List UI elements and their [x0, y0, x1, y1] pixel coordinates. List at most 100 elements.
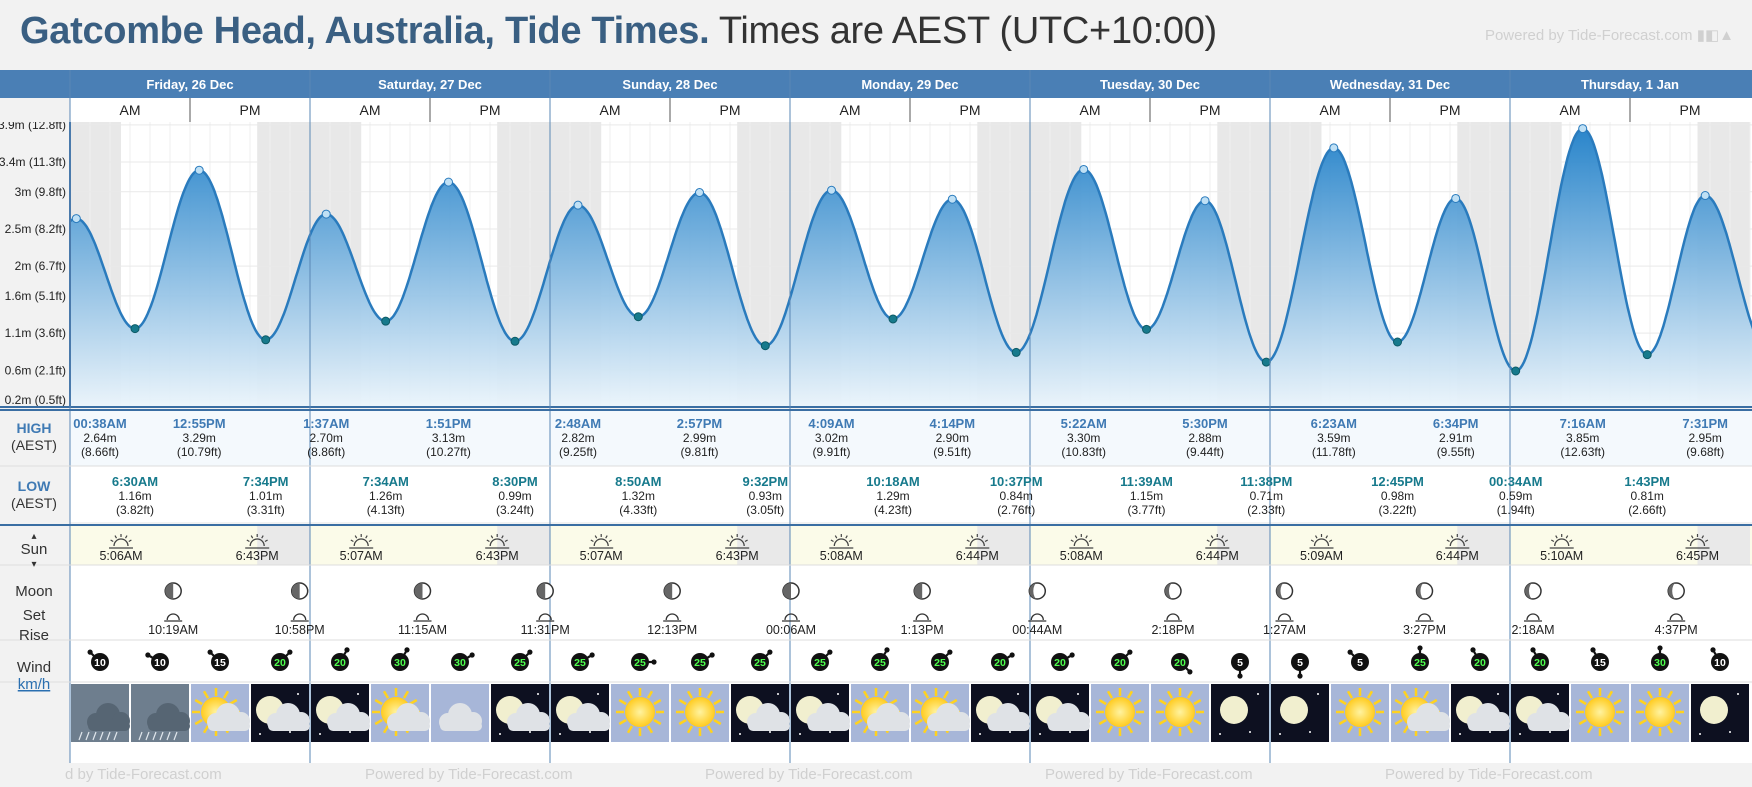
sunrise-icon: [1309, 534, 1334, 549]
moon-time: 00:44AM: [1012, 623, 1062, 637]
wind-indicator: 25: [631, 653, 657, 671]
day-header-label: Thursday, 1 Jan: [1581, 77, 1679, 92]
weather-sun-cloud-icon: [191, 684, 250, 742]
high-time: 5:30PM: [1182, 416, 1228, 431]
day-header-label: Tuesday, 30 Dec: [1100, 77, 1200, 92]
moon-phase-icon: [1164, 582, 1182, 600]
high-tide-point: [695, 188, 704, 198]
weather-moon-cloud-icon: [971, 684, 1030, 742]
y-tick-label: 2.5m (8.2ft): [5, 222, 66, 236]
high-height-ft: (11.78ft): [1312, 445, 1356, 459]
wind-indicator: 20: [1171, 653, 1193, 675]
low-tide-point: [888, 314, 898, 324]
moon-phase-icon: [1667, 582, 1685, 600]
high-height-ft: (8.86ft): [307, 445, 345, 459]
sunset-icon: [1445, 534, 1470, 549]
wind-unit-link[interactable]: km/h: [18, 676, 51, 693]
wind-row-label: Wind: [17, 659, 51, 676]
sunrise-icon: [109, 534, 133, 549]
weather-moon-cloud-icon: [1511, 684, 1570, 742]
high-height-m: 3.02m: [815, 431, 848, 445]
weather-cloud-icon: [431, 684, 489, 742]
footer-watermark-4: Powered by Tide-Forecast.com: [1045, 766, 1253, 783]
high-time: 12:55PM: [173, 416, 226, 431]
wind-speed: 20: [1054, 657, 1066, 669]
am-label: AM: [840, 102, 861, 118]
high-time: 4:09AM: [808, 416, 854, 431]
sun-row-night: [977, 525, 1030, 565]
wind-speed: 10: [1714, 657, 1726, 669]
sun-time: 5:07AM: [340, 549, 383, 563]
sun-row-label: Sun: [21, 541, 48, 558]
wind-speed: 5: [1357, 657, 1363, 669]
wind-indicator: 20: [331, 647, 350, 671]
am-label: AM: [120, 102, 141, 118]
am-label: AM: [1080, 102, 1101, 118]
sunrise-icon: [589, 534, 614, 549]
high-height-ft: (9.91ft): [812, 445, 850, 459]
pm-label: PM: [960, 102, 981, 118]
low-time: 6:30AM: [112, 474, 158, 489]
wind-speed: 25: [514, 657, 526, 669]
high-time: 1:37AM: [303, 416, 349, 431]
moon-phase-icon: [1415, 582, 1434, 600]
high-height-ft: (9.55ft): [1437, 445, 1475, 459]
wind-speed: 20: [1534, 657, 1546, 669]
low-tide-point: [1011, 347, 1021, 357]
high-time: 4:14PM: [930, 416, 976, 431]
low-row-bg: [70, 466, 1752, 522]
wind-indicator: 15: [207, 649, 229, 671]
wind-indicator: 30: [1651, 645, 1669, 671]
low-tide-point: [1642, 350, 1652, 360]
high-height-m: 3.13m: [432, 431, 465, 445]
low-height-m: 0.84m: [1000, 489, 1033, 503]
low-height-ft: (3.05ft): [746, 503, 784, 517]
wind-indicator: 25: [811, 649, 833, 671]
wind-indicator: 10: [145, 652, 169, 671]
y-tick-label: 3.4m (11.3ft): [0, 155, 66, 169]
low-height-ft: (3.82ft): [116, 503, 154, 517]
low-time: 8:50AM: [615, 474, 661, 489]
high-height-m: 2.88m: [1188, 431, 1221, 445]
moonset-icon: [663, 613, 682, 622]
moon-time: 11:15AM: [398, 623, 447, 637]
wind-indicator: 25: [691, 652, 715, 671]
moonrise-icon: [782, 613, 800, 622]
wind-speed: 25: [934, 657, 946, 669]
high-height-m: 3.59m: [1317, 431, 1350, 445]
sun-time: 6:43PM: [236, 549, 279, 563]
wind-speed: 25: [754, 657, 766, 669]
moon-time: 1:27AM: [1263, 623, 1306, 637]
am-label: AM: [1560, 102, 1581, 118]
low-time: 10:18AM: [866, 474, 919, 489]
low-tide-point: [130, 324, 140, 334]
high-tide-point: [1578, 124, 1588, 134]
wind-speed: 25: [1414, 657, 1426, 669]
sunset-icon: [1685, 534, 1710, 549]
y-tick-label: 1.6m (5.1ft): [5, 289, 66, 303]
sunrise-icon: [829, 534, 854, 549]
low-tide-point: [510, 336, 520, 346]
moon-phase-icon: [782, 582, 800, 600]
high-height-m: 2.95m: [1689, 431, 1722, 445]
wind-indicator: 25: [511, 649, 533, 671]
sun-row-night: [1217, 525, 1270, 565]
low-height-m: 1.32m: [622, 489, 655, 503]
pm-label: PM: [1440, 102, 1461, 118]
sunset-icon: [485, 534, 510, 549]
page-title: Gatcombe Head, Australia, Tide Times. Ti…: [20, 10, 1217, 53]
footer-watermark-2: Powered by Tide-Forecast.com: [365, 766, 573, 783]
weather-sun-icon: [1091, 684, 1149, 742]
low-height-m: 0.98m: [1381, 489, 1414, 503]
high-height-ft: (9.25ft): [559, 445, 597, 459]
weather-moon-cloud-icon: [251, 684, 310, 742]
high-height-m: 2.82m: [561, 431, 594, 445]
wind-speed: 20: [274, 657, 286, 669]
pm-label: PM: [1200, 102, 1221, 118]
moon-phase-icon: [290, 582, 309, 600]
sun-row-night: [1457, 525, 1510, 565]
sunrise-icon: [1549, 534, 1574, 549]
moon-time: 2:18PM: [1151, 623, 1194, 637]
sun-time: 5:07AM: [580, 549, 623, 563]
wind-speed: 30: [394, 657, 406, 669]
